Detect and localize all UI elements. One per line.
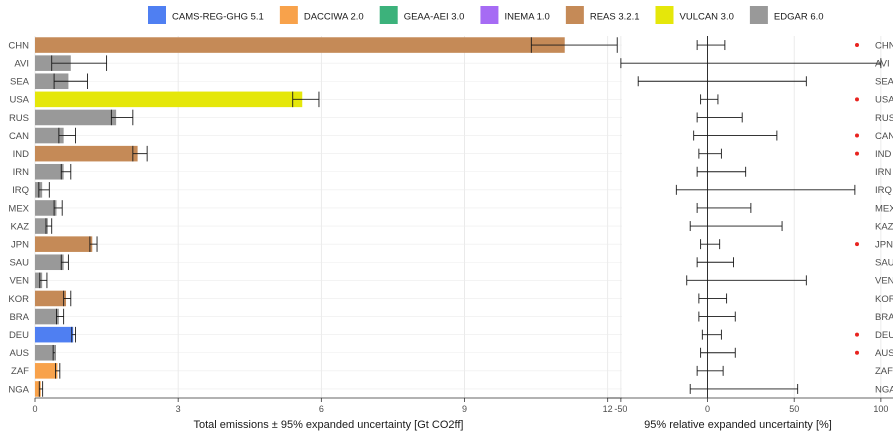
bar-mex [35,200,57,216]
category-label: AUS [9,348,29,359]
bar-irn [35,163,64,180]
category-label: IND [13,149,30,160]
category-label: DEU [9,330,29,341]
flag-dot [855,97,859,102]
legend-label: INEMA 1.0 [504,12,549,23]
legend-label: EDGAR 6.0 [774,12,824,23]
category-label: CHN [8,40,29,51]
category-label: BRA [875,312,893,323]
category-label: SEA [10,77,30,88]
bar-usa [35,91,303,108]
category-label: SEA [875,77,893,88]
relative-uncertainty-panel: CHN AVI SEA USA RUS CAN IND IRN IRQ MEX KAZ JPN SAU V… [607,36,893,431]
legend-swatch [565,6,584,24]
category-label: SAU [875,258,893,269]
category-label: MEX [875,203,893,214]
category-label: SAU [9,258,29,269]
category-label: CHN [875,40,893,51]
bar-sau [35,254,64,271]
category-label: NGA [875,384,893,395]
legend-label: REAS 3.2.1 [590,12,640,23]
category-label: AUS [875,348,893,359]
category-label: IRQ [875,185,892,196]
category-label: RUS [875,113,893,124]
category-label: KAZ [11,221,30,232]
x-tick-label: 9 [462,404,467,414]
legend-label: VULCAN 3.0 [680,12,734,23]
category-label: VEN [9,276,29,287]
category-label: IRN [13,167,30,178]
category-label: JPN [875,239,893,250]
bar-bra [35,308,59,325]
bar-jpn [35,236,93,252]
category-label: CAN [875,131,893,142]
total-emissions-panel: CHN AVI SEA USA RUS CAN IND IRN IRQ MEX KAZ JPN SAU V… [8,36,622,431]
legend-swatch [655,6,674,24]
x-tick-label: 0 [32,404,37,414]
category-label: MEX [8,203,29,214]
category-label: ZAF [11,366,29,377]
legend-label: DACCIWA 2.0 [304,12,364,23]
legend-label: CAMS-REG-GHG 5.1 [172,12,264,23]
bar-can [35,127,64,144]
bar-sea [35,73,69,90]
bar-ven [35,272,43,289]
plot-background [35,36,622,398]
bar-zaf [35,363,58,379]
category-label: VEN [875,276,893,287]
legend-swatch [379,6,398,24]
category-label: CAN [9,131,29,142]
x-tick-label: 100 [873,404,888,414]
bar-chn [35,37,565,53]
category-label: AVI [875,58,890,69]
category-label: NGA [8,384,29,395]
category-label: RUS [9,113,29,124]
x-tick-label: -50 [614,404,627,414]
category-label: IRN [875,167,892,178]
category-label: ZAF [875,366,893,377]
flag-dot [855,133,859,138]
x-tick-label: 12 [603,404,613,414]
x-axis-title: 95% relative expanded uncertainty [%] [644,419,832,431]
flag-dot [855,151,859,156]
legend-label: GEAA-AEI 3.0 [404,12,465,23]
legend: CAMS-REG-GHG 5.1 DACCIWA 2.0 GEAA-AEI 3.0 I… [148,6,824,24]
category-label: KOR [875,294,893,305]
flag-dot [855,332,859,337]
legend-swatch [148,6,166,24]
flag-dot [855,242,859,247]
category-label: USA [875,95,893,106]
category-label: IND [875,149,892,160]
bar-aus [35,344,55,361]
flag-dot [855,43,859,48]
flag-dot [855,350,859,355]
category-label: JPN [11,239,29,250]
bar-rus [35,109,117,126]
x-tick-label: 3 [176,404,181,414]
legend-swatch [749,6,768,24]
category-label: IRQ [12,185,29,196]
x-tick-label: 6 [319,404,324,414]
legend-swatch [480,6,499,24]
category-label: AVI [14,58,29,69]
category-label: KAZ [875,221,893,232]
legend-swatch [279,6,298,24]
category-label: DEU [875,330,893,341]
bar-kor [35,290,67,307]
x-axis-title: Total emissions ± 95% expanded uncertain… [194,419,464,431]
bar-ind [35,145,138,162]
x-tick-label: 0 [705,404,710,414]
bar-nga [35,381,41,397]
category-label: BRA [9,312,29,323]
category-label: KOR [8,294,29,305]
bar-kaz [35,218,48,234]
category-label: USA [9,95,29,106]
bar-deu [35,326,74,343]
x-tick-label: 50 [789,404,799,414]
